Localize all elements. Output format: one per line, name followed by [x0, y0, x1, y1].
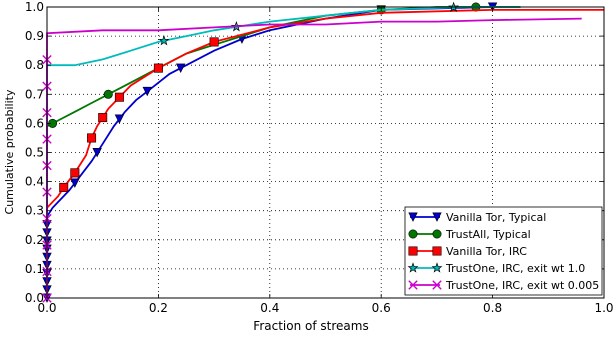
- series-marker: [70, 168, 80, 178]
- legend-label: TrustAll, Typical: [445, 228, 531, 241]
- marker-star-shape: [431, 262, 443, 273]
- y-tick-label: 0.4: [25, 175, 44, 189]
- legend-marker: [432, 212, 442, 222]
- y-tick-label: 0.6: [25, 116, 44, 130]
- legend-label: TrustOne, IRC, exit wt 1.0: [445, 262, 585, 275]
- plot-frame: [46, 6, 605, 299]
- series-marker: [103, 89, 113, 99]
- y-tick-label: 0.9: [25, 29, 44, 43]
- legend-marker: [432, 280, 442, 290]
- y-tick-label: 0.2: [25, 233, 44, 247]
- y-tick-label: 1.0: [25, 0, 44, 14]
- series-marker: [142, 86, 152, 97]
- series-line: [46, 17, 582, 298]
- series-marker: [98, 113, 108, 123]
- series-marker: [59, 182, 69, 192]
- legend-entry: TrustAll, Typical: [408, 228, 531, 241]
- x-tick-label: 1.0: [594, 301, 613, 315]
- series-marker: [92, 148, 102, 158]
- legend-marker: [408, 280, 418, 290]
- y-tick-label: 0.3: [25, 204, 44, 218]
- legend-label: Vanilla Tor, IRC: [446, 245, 527, 258]
- legend-marker: [432, 246, 442, 256]
- legend-entry: Vanilla Tor, Typical: [408, 211, 546, 224]
- series-marker: [175, 63, 186, 73]
- series-marker: [87, 133, 97, 143]
- series-marker: [158, 34, 170, 46]
- marker-star-shape: [407, 262, 419, 273]
- x-tick-label: 0.4: [260, 301, 279, 315]
- legend-marker: [407, 262, 419, 273]
- legend-label: Vanilla Tor, Typical: [446, 211, 546, 224]
- legend-label: TrustOne, IRC, exit wt 0.005: [445, 279, 599, 292]
- legend-entry: Vanilla Tor, IRC: [408, 245, 527, 258]
- legend: Vanilla Tor, Typical TrustAll, Typical Van…: [404, 206, 603, 296]
- x-axis-label: Fraction of streams: [253, 319, 368, 333]
- series-marker: [153, 63, 163, 73]
- legend-entry: TrustOne, IRC, exit wt 1.0: [407, 262, 585, 275]
- series-marker: [70, 178, 80, 188]
- x-tick-label: 0.2: [149, 301, 168, 315]
- x-tick-label: 0.8: [483, 301, 502, 315]
- series-3: [46, 9, 604, 298]
- y-tick-label: 0.1: [25, 262, 44, 276]
- series-marker: [114, 114, 125, 124]
- series-line: [46, 6, 493, 298]
- legend-marker: [408, 212, 418, 222]
- marker-star-shape: [158, 34, 170, 46]
- series-marker: [209, 37, 219, 47]
- series-marker: [114, 92, 124, 102]
- y-axis-label: Cumulative probability: [3, 89, 16, 214]
- axes: 0.0 0.2 0.4 0.6 0.8 1.0 0.0 0.1 0.2 0.3 0.4 0.5 0.6 0…: [25, 0, 614, 315]
- legend-marker: [408, 246, 418, 256]
- x-tick-label: 0.6: [372, 301, 391, 315]
- y-tick-label: 0.7: [25, 87, 44, 101]
- legend-marker: [408, 229, 418, 239]
- legend-entry: TrustOne, IRC, exit wt 0.005: [408, 279, 599, 292]
- y-tick-label: 0.8: [25, 58, 44, 72]
- legend-marker: [431, 262, 443, 273]
- legend-marker: [432, 229, 442, 239]
- x-tick-label: 0.0: [37, 301, 56, 315]
- y-tick-label: 0.5: [25, 146, 44, 160]
- y-tick-label: 0.0: [25, 291, 44, 305]
